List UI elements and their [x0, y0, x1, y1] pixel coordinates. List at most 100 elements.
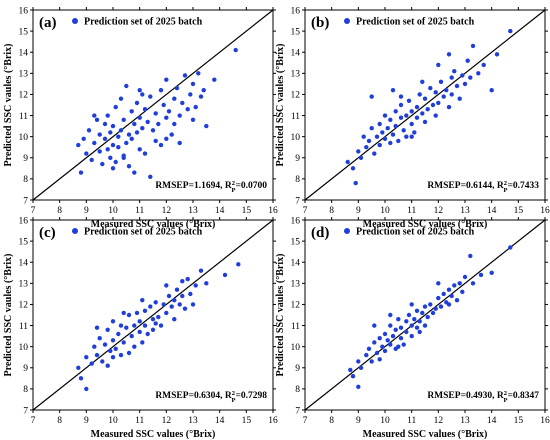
data-point [386, 126, 390, 130]
data-point [452, 69, 456, 73]
data-point [423, 97, 427, 101]
data-point [143, 309, 147, 313]
data-point [98, 132, 102, 136]
data-point [111, 143, 115, 147]
data-point [404, 135, 408, 139]
y-tick-label: 16 [19, 6, 29, 16]
data-point [412, 130, 416, 134]
data-point [455, 84, 459, 88]
data-point [410, 302, 414, 306]
x-tick-label: 7 [31, 416, 36, 426]
data-point [138, 88, 142, 92]
x-tick-label: 7 [303, 416, 308, 426]
y-tick-label: 15 [19, 27, 29, 37]
data-point [423, 323, 427, 327]
data-point [418, 330, 422, 334]
data-point [388, 141, 392, 145]
data-point [383, 349, 387, 353]
x-tick-label: 16 [268, 416, 278, 426]
data-point [482, 63, 486, 67]
panel-letter: (b) [311, 15, 329, 31]
data-point [178, 113, 182, 117]
data-point [135, 311, 139, 315]
data-point [466, 59, 470, 63]
data-point [468, 254, 472, 258]
data-point [164, 311, 168, 315]
data-point [140, 126, 144, 130]
data-point [372, 151, 376, 155]
data-point [383, 113, 387, 117]
data-point [148, 175, 152, 179]
data-point [170, 132, 174, 136]
x-tick-label: 10 [108, 416, 118, 426]
y-tick-label: 10 [19, 343, 29, 353]
data-point [127, 313, 131, 317]
data-point [362, 135, 366, 139]
data-point [378, 143, 382, 147]
data-point [447, 105, 451, 109]
data-point [130, 137, 134, 141]
data-point [116, 135, 120, 139]
data-point [199, 94, 203, 98]
data-point [415, 309, 419, 313]
x-tick-label: 16 [540, 206, 550, 216]
data-point [138, 319, 142, 323]
data-point [428, 302, 432, 306]
data-point [79, 170, 83, 174]
data-point [375, 351, 379, 355]
legend-marker [344, 18, 350, 24]
data-point [418, 319, 422, 323]
x-tick-label: 15 [242, 416, 252, 426]
x-tick-label: 10 [380, 416, 390, 426]
y-tick-label: 11 [19, 112, 28, 122]
data-point [426, 107, 430, 111]
data-point [98, 149, 102, 153]
y-tick-label: 15 [291, 27, 301, 37]
data-point [463, 82, 467, 86]
data-point [223, 273, 227, 277]
y-tick-label: 15 [291, 237, 301, 247]
data-point [159, 143, 163, 147]
y-tick-label: 11 [19, 322, 28, 332]
data-point [458, 281, 462, 285]
x-tick-label: 16 [540, 416, 550, 426]
data-point [450, 294, 454, 298]
data-point [132, 122, 136, 126]
legend-marker [72, 228, 78, 234]
data-point [140, 340, 144, 344]
data-point [380, 130, 384, 134]
data-point [146, 332, 150, 336]
data-point [92, 345, 96, 349]
x-tick-label: 11 [135, 416, 144, 426]
data-point [119, 128, 123, 132]
data-point [164, 283, 168, 287]
x-tick-label: 11 [407, 416, 416, 426]
stats-text: RMSEP=0.4930, R2 P=0.8347 [427, 390, 539, 404]
data-point [156, 122, 160, 126]
y-axis-label: Predicted SSC vaules (°Brix) [3, 254, 14, 377]
data-point [396, 317, 400, 321]
data-point [391, 88, 395, 92]
data-point [130, 334, 134, 338]
y-tick-label: 10 [291, 133, 301, 143]
data-point [468, 75, 472, 79]
data-point [396, 345, 400, 349]
data-point [415, 105, 419, 109]
y-axis-label: Predicted SSC vaules (°Brix) [275, 254, 286, 377]
data-point [127, 132, 131, 136]
data-point [471, 281, 475, 285]
y-tick-label: 7 [295, 196, 300, 206]
data-point [95, 353, 99, 357]
data-point [452, 283, 456, 287]
data-point [191, 82, 195, 86]
data-point [370, 126, 374, 130]
x-tick-label: 9 [356, 416, 361, 426]
x-tick-label: 10 [108, 206, 118, 216]
y-tick-label: 8 [295, 175, 300, 185]
data-point [364, 145, 368, 149]
y-tick-label: 12 [19, 301, 29, 311]
data-point [95, 326, 99, 330]
data-point [84, 151, 88, 155]
data-point [410, 323, 414, 327]
